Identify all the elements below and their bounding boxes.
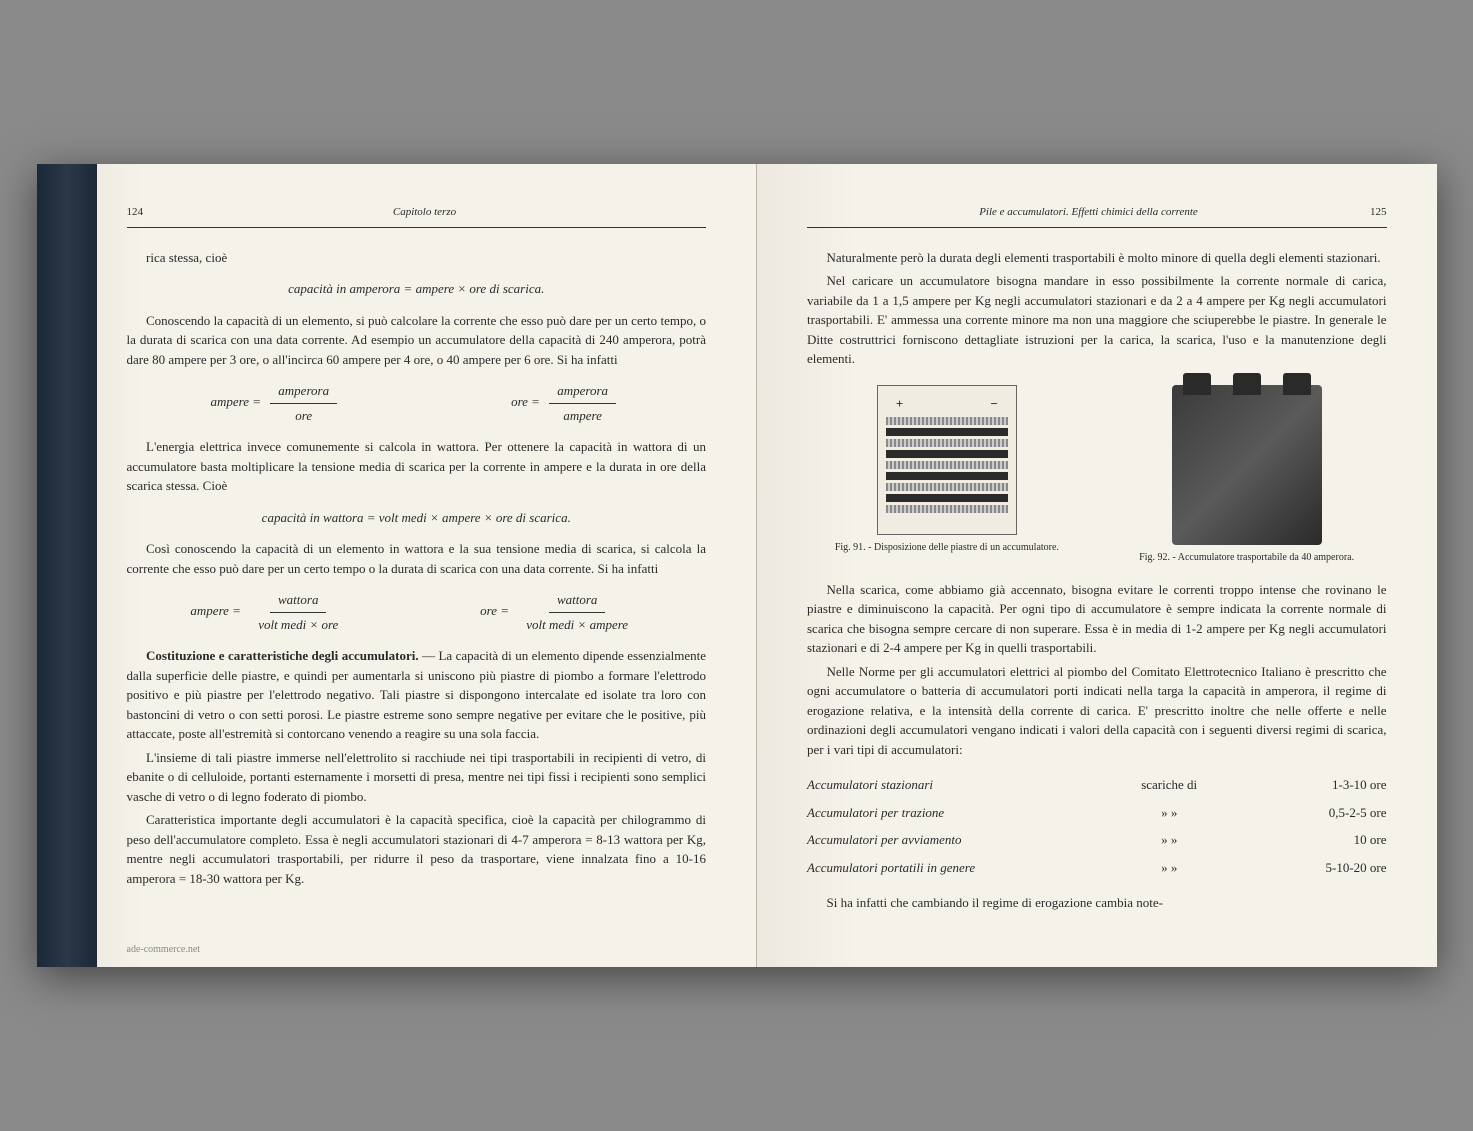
left-para-2: L'energia elettrica invece comunemente s… xyxy=(127,437,707,496)
book-spread: 124 Capitolo terzo rica stessa, cioè cap… xyxy=(37,164,1437,967)
left-text-intro: rica stessa, cioè xyxy=(127,248,707,268)
left-page: 124 Capitolo terzo rica stessa, cioè cap… xyxy=(37,164,758,967)
fig91-caption: Fig. 91. - Disposizione delle piastre di… xyxy=(807,541,1087,554)
plate-neg xyxy=(886,461,1008,469)
figure-91: + − Fig. 91. - Disposizione delle piastr… xyxy=(807,385,1087,564)
left-para-4: L'insieme di tali piastre immerse nell'e… xyxy=(127,748,707,807)
frac1-den: ore xyxy=(287,404,320,426)
plate-diagram: + − xyxy=(877,385,1017,535)
right-para-3: Nella scarica, come abbiamo già accennat… xyxy=(807,580,1387,658)
plate-neg xyxy=(886,483,1008,491)
formula-row-2: ampere = wattora volt medi × ore ore = w… xyxy=(127,590,707,634)
battery-cap xyxy=(1283,373,1311,395)
frac2-num: amperora xyxy=(549,381,616,404)
cell-type: Accumulatori per avviamento xyxy=(807,830,1097,850)
figures-row: + − Fig. 91. - Disposizione delle piastr… xyxy=(807,385,1387,564)
frac4-den: volt medi × ampere xyxy=(518,613,636,635)
cell-type: Accumulatori per trazione xyxy=(807,803,1097,823)
book-spine xyxy=(37,164,97,967)
right-page: Pile e accumulatori. Effetti chimici del… xyxy=(757,164,1437,967)
plate-pos xyxy=(886,472,1008,480)
formula-capacity-amphour: capacità in amperora = ampere × ore di s… xyxy=(127,279,707,299)
plate-pos xyxy=(886,450,1008,458)
cell-hours: 5-10-20 ore xyxy=(1242,858,1387,878)
cell-type: Accumulatori portatili in genere xyxy=(807,858,1097,878)
left-para-3: Così conoscendo la capacità di un elemen… xyxy=(127,539,707,578)
left-para-5: Caratteristica importante degli accumula… xyxy=(127,810,707,888)
plate-neg xyxy=(886,417,1008,425)
right-para-1: Naturalmente però la durata degli elemen… xyxy=(807,248,1387,268)
right-chapter-title: Pile e accumulatori. Effetti chimici del… xyxy=(979,204,1198,221)
battery-cap xyxy=(1183,373,1211,395)
section1-title: Costituzione e caratteristiche degli acc… xyxy=(146,648,419,663)
watermark: ade-commerce.net xyxy=(127,942,201,957)
fraction-ampere: ampere = amperora ore xyxy=(211,381,344,425)
frac2-den: ampere xyxy=(555,404,610,426)
fig92-caption: Fig. 92. - Accumulatore trasportabile da… xyxy=(1107,551,1387,564)
frac3-den: volt medi × ore xyxy=(250,613,346,635)
left-chapter-title: Capitolo terzo xyxy=(393,204,456,221)
table-row: Accumulatori portatili in genere » » 5-1… xyxy=(807,854,1387,882)
plate-neg xyxy=(886,505,1008,513)
table-row: Accumulatori stazionari scariche di 1-3-… xyxy=(807,771,1387,799)
cell-hours: 1-3-10 ore xyxy=(1242,775,1387,795)
figure-92: Fig. 92. - Accumulatore trasportabile da… xyxy=(1107,385,1387,564)
frac2-lhs: ore = xyxy=(511,394,540,409)
right-para-5: Si ha infatti che cambiando il regime di… xyxy=(807,893,1387,913)
right-para-4: Nelle Norme per gli accumulatori elettri… xyxy=(807,662,1387,760)
cell-label: scariche di xyxy=(1097,775,1242,795)
cell-label: » » xyxy=(1097,830,1242,850)
frac1-lhs: ampere = xyxy=(211,394,262,409)
right-page-header: Pile e accumulatori. Effetti chimici del… xyxy=(807,204,1387,228)
left-page-header: 124 Capitolo terzo xyxy=(127,204,707,228)
cell-hours: 0,5-2-5 ore xyxy=(1242,803,1387,823)
frac4-num: wattora xyxy=(549,590,605,613)
plate-pos xyxy=(886,494,1008,502)
formula-row-1: ampere = amperora ore ore = amperora amp… xyxy=(127,381,707,425)
table-row: Accumulatori per avviamento » » 10 ore xyxy=(807,826,1387,854)
fraction-ampere-watt: ampere = wattora volt medi × ore xyxy=(190,590,352,634)
cell-type: Accumulatori stazionari xyxy=(807,775,1097,795)
frac1-num: amperora xyxy=(270,381,337,404)
right-para-2: Nel caricare un accumulatore bisogna man… xyxy=(807,271,1387,369)
cell-label: » » xyxy=(1097,803,1242,823)
right-page-number: 125 xyxy=(1370,204,1387,221)
battery-cap xyxy=(1233,373,1261,395)
left-para-1: Conoscendo la capacità di un elemento, s… xyxy=(127,311,707,370)
formula-capacity-watthour: capacità in wattora = volt medi × ampere… xyxy=(127,508,707,528)
cell-hours: 10 ore xyxy=(1242,830,1387,850)
discharge-table: Accumulatori stazionari scariche di 1-3-… xyxy=(807,771,1387,881)
section-constitution: Costituzione e caratteristiche degli acc… xyxy=(127,646,707,744)
terminal-minus: − xyxy=(990,394,997,414)
frac3-num: wattora xyxy=(270,590,326,613)
cell-label: » » xyxy=(1097,858,1242,878)
battery-photo xyxy=(1172,385,1322,545)
plate-pos xyxy=(886,428,1008,436)
table-row: Accumulatori per trazione » » 0,5-2-5 or… xyxy=(807,799,1387,827)
frac3-lhs: ampere = xyxy=(190,603,241,618)
frac4-lhs: ore = xyxy=(480,603,509,618)
plate-neg xyxy=(886,439,1008,447)
fraction-ore: ore = amperora ampere xyxy=(511,381,622,425)
left-page-number: 124 xyxy=(127,204,144,221)
fraction-ore-watt: ore = wattora volt medi × ampere xyxy=(480,590,642,634)
terminal-plus: + xyxy=(896,394,903,414)
